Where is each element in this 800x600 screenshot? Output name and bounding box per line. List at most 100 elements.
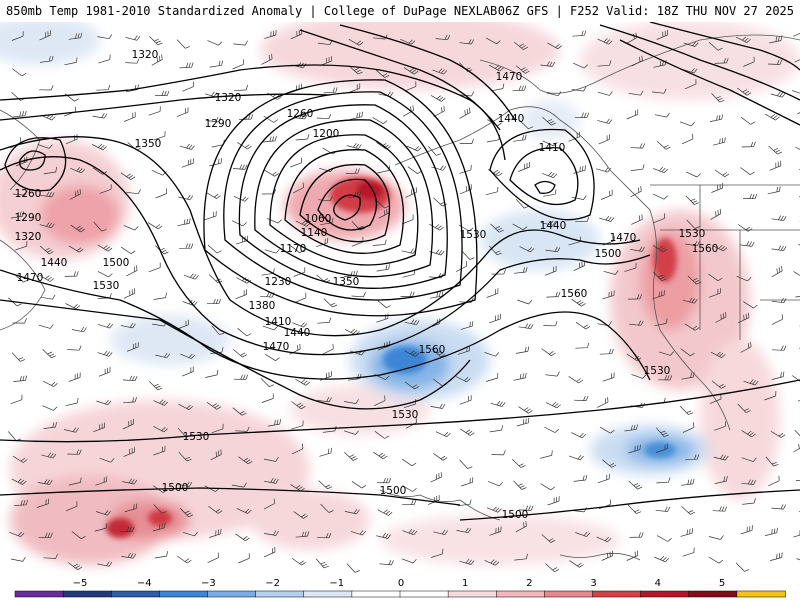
wind-barb — [233, 374, 249, 380]
contour-label: 1410 — [265, 316, 292, 328]
colorbar-tick-label: 3 — [590, 578, 596, 589]
wind-barb — [768, 475, 780, 487]
wind-barb — [316, 114, 332, 120]
contour-label: 1410 — [539, 142, 566, 154]
wind-barb — [574, 395, 589, 401]
wind-barb — [379, 560, 394, 566]
wind-barb — [376, 264, 390, 272]
contour-label: 1290 — [15, 212, 42, 224]
wind-barb — [234, 85, 248, 92]
wind-barb — [681, 372, 695, 380]
wind-barb — [177, 481, 193, 487]
wind-barb — [15, 241, 28, 251]
colorbar-segment — [592, 590, 642, 598]
wind-barb — [179, 243, 194, 249]
wind-barb — [518, 161, 530, 172]
wind-barb — [39, 191, 55, 198]
wind-barb — [208, 505, 223, 514]
wind-barb — [120, 323, 136, 329]
colorbar-tick-label: 2 — [526, 578, 532, 589]
wind-barb — [351, 481, 367, 489]
wind-barb — [68, 245, 84, 253]
wind-barb — [743, 379, 759, 386]
wind-barb — [629, 532, 644, 538]
contour-label: 1140 — [301, 227, 328, 239]
wind-barb — [484, 559, 500, 566]
wind-barb — [209, 158, 223, 167]
wind-barb — [681, 133, 694, 145]
contour-label: 1320 — [132, 49, 159, 61]
wind-barb — [489, 425, 504, 433]
wind-barb — [657, 535, 672, 542]
wind-barb — [767, 186, 781, 195]
wind-barb — [709, 114, 723, 122]
wind-barb — [267, 92, 282, 100]
wind-barb — [652, 193, 668, 200]
wind-barb — [653, 213, 665, 224]
wind-barb — [238, 553, 250, 564]
wind-barb — [294, 292, 307, 303]
wind-barb — [652, 245, 668, 253]
wind-barb — [235, 289, 247, 300]
wind-barb — [316, 532, 332, 539]
wind-barb — [431, 348, 446, 358]
wind-barb — [490, 223, 504, 233]
wind-barb — [461, 477, 474, 487]
wind-barb — [317, 317, 332, 324]
wind-barb — [233, 195, 249, 202]
contour-label: 1530 — [392, 409, 419, 421]
wind-barb — [737, 87, 752, 96]
wind-barb — [153, 292, 167, 300]
wind-barb — [771, 371, 785, 380]
wind-barb — [10, 211, 25, 219]
wind-barb — [512, 223, 528, 231]
colorbar-tick-label: 1 — [462, 578, 468, 589]
wind-barb — [486, 506, 502, 513]
colorbar-ticks: −5 −4 −3 −2 −1 0 1 2 3 4 5 — [73, 578, 726, 589]
contour-label: 1260 — [15, 188, 42, 200]
wind-barb — [711, 93, 725, 103]
wind-barb — [599, 348, 614, 355]
wind-barb — [433, 529, 448, 536]
wind-barb — [148, 262, 161, 273]
wind-barb — [715, 311, 727, 323]
wind-barb — [572, 30, 587, 37]
wind-barb — [97, 271, 113, 278]
wind-barb — [708, 556, 724, 564]
wind-barb — [685, 454, 700, 461]
contour-label: 1500 — [380, 485, 407, 497]
wind-barb — [125, 35, 141, 41]
wind-barb — [460, 428, 475, 436]
colorbar-segment — [14, 590, 64, 598]
wind-barb — [682, 547, 695, 557]
wind-barb — [209, 60, 224, 68]
wind-barb — [402, 528, 418, 536]
wind-barb — [685, 240, 701, 247]
wind-barb — [124, 503, 138, 513]
wind-barb — [95, 476, 108, 486]
wind-barb — [92, 113, 108, 119]
wind-barb — [99, 184, 112, 194]
wind-barb — [291, 443, 304, 455]
wind-barb — [67, 345, 82, 351]
wind-barb — [41, 452, 57, 459]
wind-barb — [209, 528, 222, 538]
wind-barb — [686, 219, 700, 229]
wind-barb — [627, 504, 642, 514]
wind-barb — [151, 54, 163, 66]
wind-barb — [627, 294, 643, 300]
contour-label: 1470 — [610, 232, 637, 244]
wind-barb — [122, 375, 138, 382]
wind-barb — [289, 245, 305, 254]
wind-barb — [65, 397, 79, 407]
wind-barb — [484, 351, 500, 357]
wind-barb — [71, 531, 86, 540]
wind-barb — [460, 321, 474, 330]
wind-barb — [403, 67, 419, 75]
wind-barb — [518, 406, 533, 414]
wind-barb — [182, 81, 194, 92]
wind-barb — [575, 531, 591, 537]
wind-barb — [519, 120, 534, 130]
wind-barb — [568, 131, 581, 142]
wind-barb — [233, 349, 248, 358]
